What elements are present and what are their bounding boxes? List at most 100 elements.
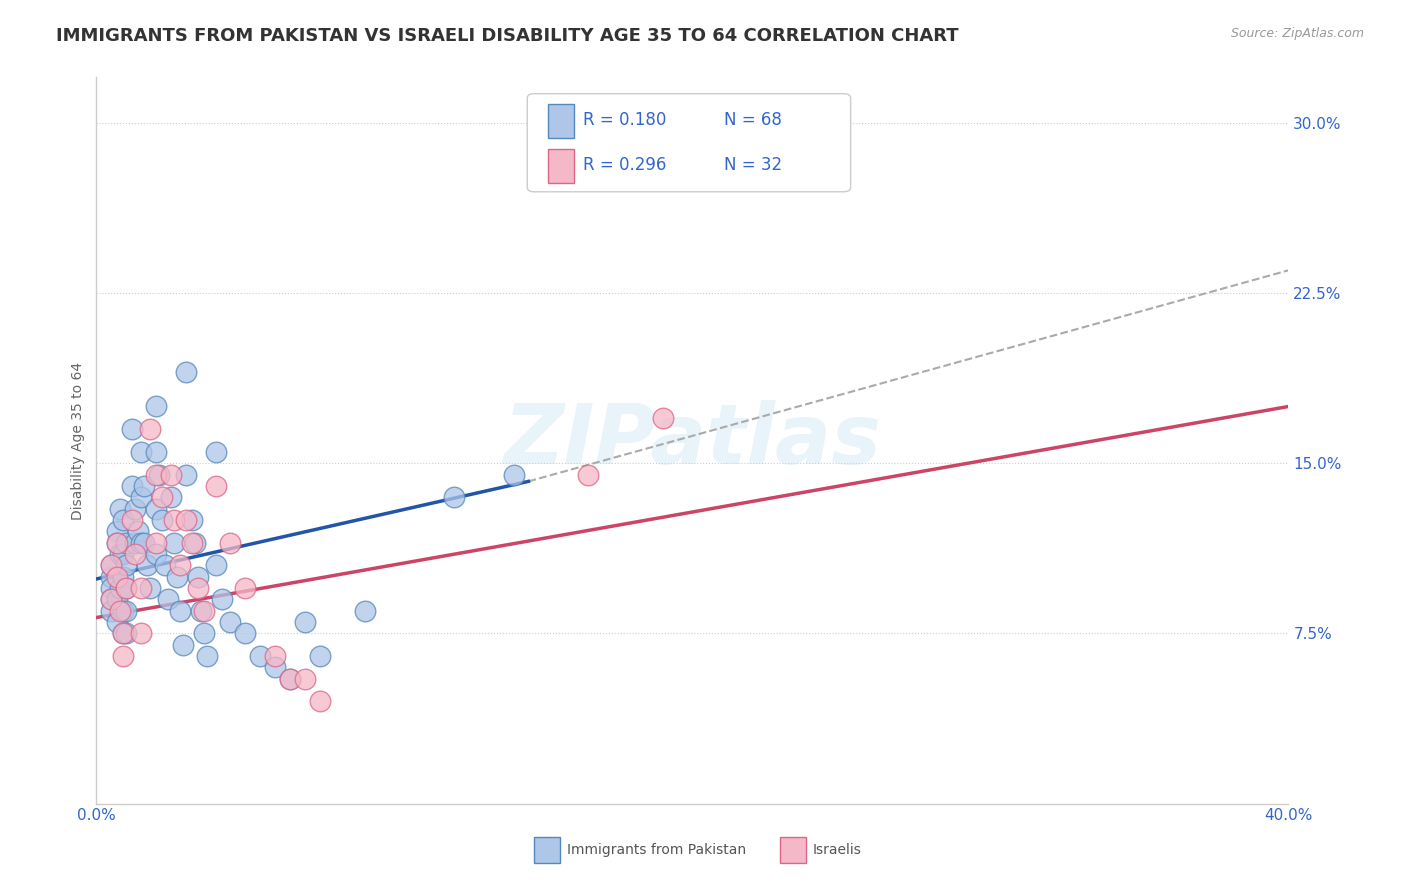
Point [309,694,332,708]
Point [129,581,152,595]
Point [112,626,135,640]
Point [129,445,152,459]
Point [193,626,215,640]
Point [235,581,257,595]
Point [309,649,332,664]
Point [180,513,202,527]
Point [160,467,183,482]
Point [105,615,128,629]
Point [264,649,287,664]
Point [136,558,159,573]
Point [129,626,152,640]
Text: ZIPatlas: ZIPatlas [503,400,882,481]
Point [115,558,138,573]
Point [139,581,162,595]
Point [166,570,188,584]
Point [105,535,128,549]
Point [115,626,138,640]
Point [115,535,138,549]
Point [121,479,143,493]
Point [174,467,197,482]
Point [211,592,233,607]
Point [169,604,191,618]
Point [145,501,167,516]
Point [112,604,135,618]
Point [148,467,170,482]
Point [249,649,271,664]
Point [112,626,135,640]
Point [121,422,143,436]
Point [145,400,167,414]
Point [353,604,375,618]
Point [174,366,197,380]
Point [187,570,209,584]
Point [100,604,122,618]
Point [219,615,242,629]
Point [132,535,155,549]
Point [115,604,138,618]
Point [108,581,131,595]
Text: Israelis: Israelis [813,843,862,857]
Point [651,410,673,425]
Text: Source: ZipAtlas.com: Source: ZipAtlas.com [1230,27,1364,40]
Point [163,535,186,549]
Point [294,672,316,686]
Point [150,513,173,527]
Point [145,547,167,561]
Point [129,490,152,504]
Point [100,570,122,584]
Text: IMMIGRANTS FROM PAKISTAN VS ISRAELI DISABILITY AGE 35 TO 64 CORRELATION CHART: IMMIGRANTS FROM PAKISTAN VS ISRAELI DISA… [56,27,959,45]
Point [174,513,197,527]
Point [124,535,146,549]
Point [235,626,257,640]
Text: N = 32: N = 32 [724,156,782,174]
Point [145,467,167,482]
Point [187,581,209,595]
Text: R = 0.296: R = 0.296 [583,156,666,174]
Point [204,445,226,459]
Point [105,524,128,539]
Point [115,581,138,595]
Point [121,513,143,527]
Point [278,672,301,686]
Point [124,501,146,516]
Point [180,535,202,549]
Point [294,615,316,629]
Point [124,547,146,561]
Point [150,490,173,504]
Point [105,570,128,584]
Point [100,581,122,595]
Point [112,570,135,584]
Point [502,467,524,482]
Point [163,513,186,527]
Y-axis label: Disability Age 35 to 64: Disability Age 35 to 64 [72,361,86,520]
Point [204,479,226,493]
Point [100,558,122,573]
Point [443,490,465,504]
Point [108,604,131,618]
Point [219,535,242,549]
Text: N = 68: N = 68 [724,112,782,129]
Point [195,649,218,664]
Point [108,547,131,561]
Point [172,638,194,652]
Point [169,558,191,573]
Point [105,535,128,549]
Point [129,535,152,549]
Point [112,649,135,664]
Point [576,467,599,482]
Point [278,672,301,686]
Point [105,592,128,607]
Point [156,592,179,607]
Point [183,535,205,549]
Point [100,558,122,573]
Point [264,660,287,674]
Point [112,547,135,561]
Point [132,479,155,493]
Point [193,604,215,618]
Text: R = 0.180: R = 0.180 [583,112,666,129]
Point [127,524,149,539]
Point [108,501,131,516]
Point [145,445,167,459]
Point [100,592,122,607]
